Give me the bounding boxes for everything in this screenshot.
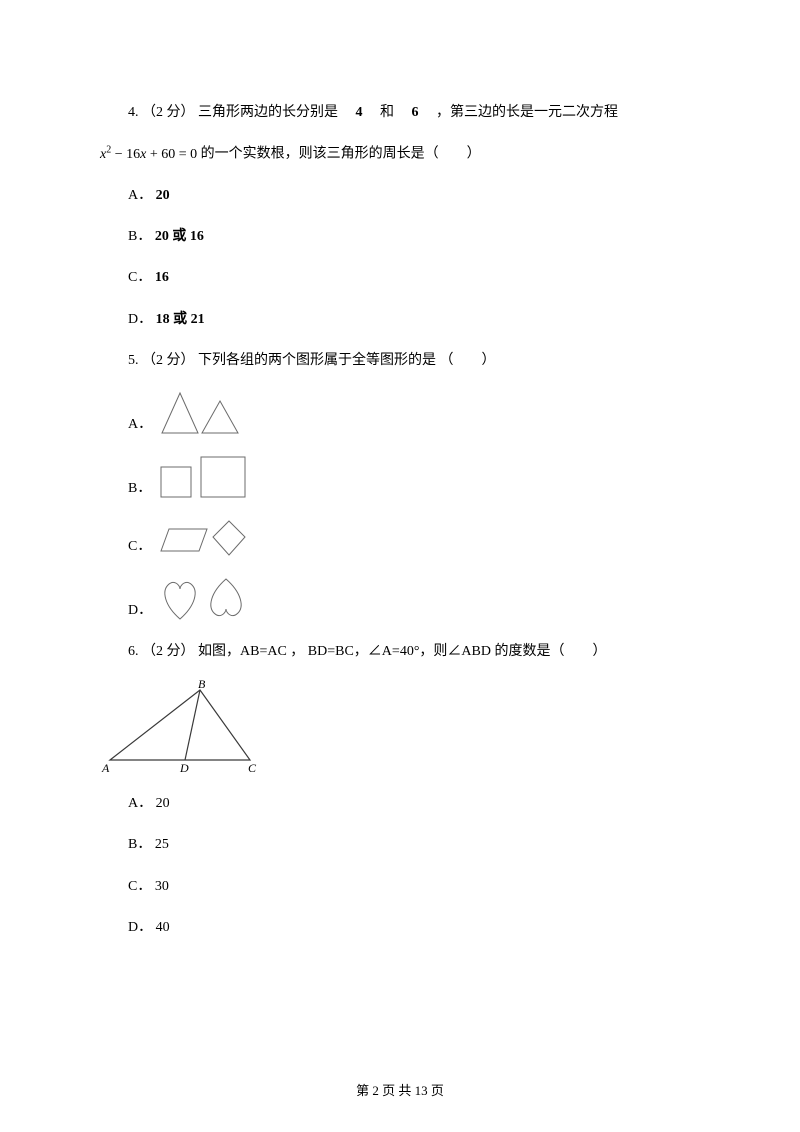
q4-prefix: 4.	[128, 105, 139, 120]
q6-opt-a: A． 20	[100, 791, 700, 816]
q4-mid1: 和	[380, 105, 394, 120]
squares-icon	[157, 453, 257, 501]
q4-opt-a: A． 20	[100, 183, 700, 208]
q4-equation: x2 − 16x + 60 = 0	[100, 147, 197, 162]
q5-optD-label: D．	[100, 598, 152, 623]
q6-optC-label: C．	[128, 879, 151, 894]
q5-prefix: 5.	[128, 353, 139, 368]
q6-optC: 30	[155, 879, 169, 894]
q4-optC-label: C．	[128, 270, 151, 285]
q5-opt-b: B．	[100, 453, 700, 501]
q5-opt-d: D．	[100, 575, 700, 623]
q6-optD-label: D．	[128, 920, 152, 935]
q5-opt-c: C．	[100, 517, 700, 559]
footer-text: 第 2 页 共 13 页	[356, 1083, 444, 1098]
q4-optC: 16	[155, 270, 169, 285]
q4-opt-d: D． 18 或 21	[100, 307, 700, 332]
label-D: D	[179, 761, 189, 775]
q6-optA-label: A．	[128, 796, 152, 811]
q5-points: （2 分）	[142, 353, 195, 368]
q4-optA-label: A．	[128, 188, 152, 203]
q6-optB: 25	[155, 837, 169, 852]
q4-optD-label: D．	[128, 312, 152, 327]
q4-opt-b: B． 20 或 16	[100, 224, 700, 249]
hearts-icon	[158, 575, 253, 623]
rhombus-icon	[157, 517, 257, 559]
q4-optB: 20 或 16	[155, 229, 204, 244]
q4-stem-line1: 4. （2 分） 三角形两边的长分别是 4 和 6 ，第三边的长是一元二次方程	[100, 100, 700, 125]
triangles-icon	[158, 389, 248, 437]
q4-points: （2 分）	[142, 105, 195, 120]
q4-optD: 18 或 21	[156, 312, 205, 327]
q5-optA-label: A．	[100, 412, 152, 437]
q4-optB-label: B．	[128, 229, 151, 244]
q4-text3: 的一个实数根，则该三角形的周长是（ ）	[201, 147, 481, 162]
q6-opt-b: B． 25	[100, 832, 700, 857]
q5-stem: 5. （2 分） 下列各组的两个图形属于全等图形的是 （ ）	[100, 348, 700, 373]
q4-stem-line2: x2 − 16x + 60 = 0 的一个实数根，则该三角形的周长是（ ）	[100, 141, 700, 167]
q6-prefix: 6.	[128, 644, 139, 659]
label-A: A	[101, 761, 110, 775]
q4-text1: 三角形两边的长分别是	[198, 105, 338, 120]
q5-optC-label: C．	[100, 534, 151, 559]
q6-optD: 40	[156, 920, 170, 935]
q4-optA: 20	[156, 188, 170, 203]
q6-points: （2 分）	[142, 644, 195, 659]
triangle-diagram-icon: B A D C	[100, 680, 270, 775]
q6-optB-label: B．	[128, 837, 151, 852]
q6-opt-c: C． 30	[100, 874, 700, 899]
q5-text: 下列各组的两个图形属于全等图形的是 （ ）	[198, 353, 496, 368]
q6-figure: B A D C	[100, 680, 700, 775]
q4-text2: ，第三边的长是一元二次方程	[436, 105, 618, 120]
q4-num2: 6	[412, 105, 419, 120]
q4-opt-c: C． 16	[100, 265, 700, 290]
q6-stem: 6. （2 分） 如图，AB=AC ， BD=BC，∠A=40°，则∠ABD 的…	[100, 639, 700, 664]
q5-opt-a: A．	[100, 389, 700, 437]
q5-optB-label: B．	[100, 476, 151, 501]
label-C: C	[248, 761, 257, 775]
q6-optA: 20	[156, 796, 170, 811]
q4-num1: 4	[356, 105, 363, 120]
q6-text: 如图，AB=AC ， BD=BC，∠A=40°，则∠ABD 的度数是（ ）	[198, 644, 606, 659]
label-B: B	[198, 680, 206, 691]
page-footer: 第 2 页 共 13 页	[0, 1079, 800, 1102]
q6-opt-d: D． 40	[100, 915, 700, 940]
